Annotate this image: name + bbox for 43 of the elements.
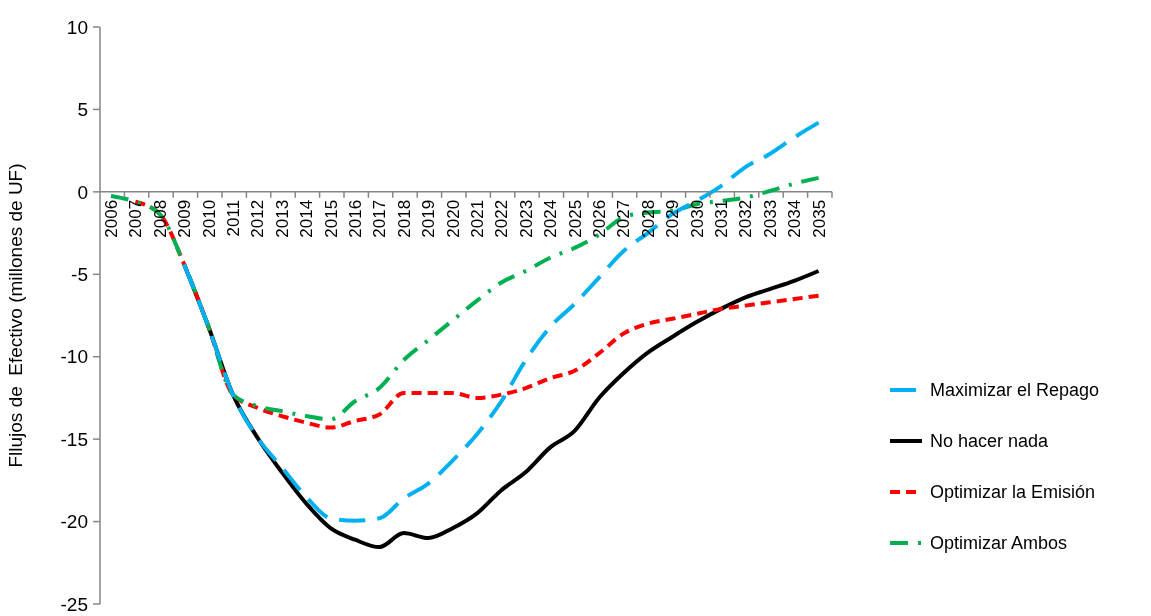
- x-tick-label: 2032: [736, 199, 756, 238]
- x-tick-label: 2009: [175, 199, 195, 238]
- x-tick-label: 2033: [760, 199, 780, 238]
- y-tick-label: 0: [77, 181, 88, 203]
- x-tick-label: 2014: [297, 199, 317, 238]
- x-tick-label: 2010: [199, 199, 219, 238]
- x-tick-label: 2030: [687, 199, 707, 238]
- x-tick-label: 2012: [248, 199, 268, 238]
- x-tick-label: 2029: [663, 199, 683, 238]
- x-tick-label: 2008: [150, 199, 170, 238]
- x-tick-label: 2034: [785, 199, 805, 238]
- x-tick-label: 2020: [443, 199, 463, 238]
- y-tick-label: -10: [60, 346, 88, 368]
- x-tick-label: 2017: [370, 199, 390, 238]
- x-tick-label: 2024: [541, 199, 561, 238]
- y-tick-label: -15: [60, 428, 88, 450]
- x-tick-label: 2007: [126, 199, 146, 238]
- legend-label: No hacer nada: [930, 431, 1050, 452]
- x-tick-label: 2015: [321, 199, 341, 238]
- legend-label: Maximizar el Repago: [930, 380, 1100, 401]
- x-tick-label: 2018: [394, 199, 414, 238]
- x-tick-label: 2013: [272, 199, 292, 238]
- x-tick-label: 2028: [638, 199, 658, 238]
- y-tick-label: -5: [71, 263, 88, 285]
- x-tick-label: 2026: [589, 199, 609, 238]
- x-tick-label: 2021: [467, 199, 487, 238]
- legend-label: Optimizar Ambos: [930, 533, 1068, 554]
- y-axis-title: Fllujos de Efectivo (millones de UF): [5, 163, 26, 468]
- x-tick-label: 2027: [614, 199, 634, 238]
- y-tick-label: 10: [66, 16, 88, 38]
- x-tick-label: 2006: [101, 199, 121, 238]
- x-tick-label: 2022: [492, 199, 512, 238]
- x-tick-label: 2019: [419, 199, 439, 238]
- x-tick-label: 2031: [711, 199, 731, 238]
- y-tick-label: 5: [77, 99, 88, 121]
- x-tick-label: 2025: [565, 199, 585, 238]
- legend-label: Optimizar la Emisión: [930, 482, 1096, 503]
- y-tick-label: -20: [60, 511, 88, 533]
- x-tick-label: 2035: [809, 199, 829, 238]
- x-tick-label: 2011: [223, 199, 243, 237]
- x-tick-label: 2023: [516, 199, 536, 238]
- y-tick-label: -25: [60, 593, 88, 615]
- x-tick-label: 2016: [345, 199, 365, 238]
